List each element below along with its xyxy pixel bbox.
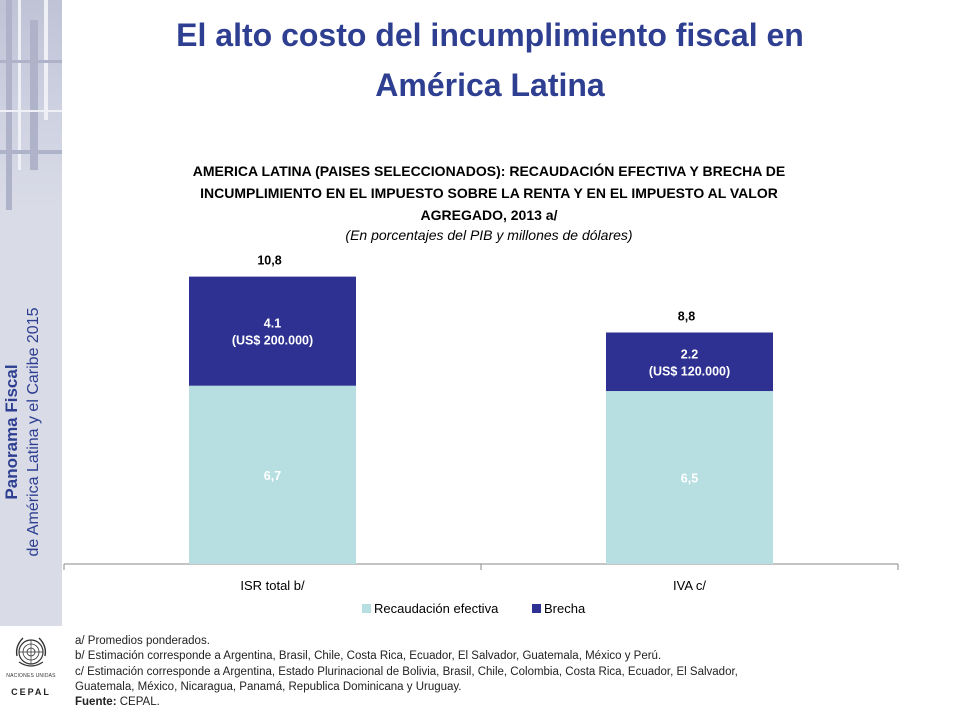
legend-label-brecha: Brecha	[544, 601, 586, 616]
page-title-line-1: El alto costo del incumplimiento fiscal …	[176, 17, 804, 53]
footnote-b: b/ Estimación corresponde a Argentina, B…	[75, 650, 662, 663]
footnote-c-line-2: Guatemala, México, Nicaragua, Panamá, Re…	[75, 680, 462, 693]
bar-recaudacion-2	[606, 391, 773, 564]
data-label-brecha-1: (US$ 200.000)	[232, 334, 313, 348]
source-value: CEPAL.	[119, 696, 160, 709]
total-label-2: 8,8	[678, 309, 695, 323]
x-tick-label-2: IVA c/	[673, 578, 706, 593]
data-label-brecha-1: 4.1	[264, 317, 281, 331]
footnote-a: a/ Promedios ponderados.	[75, 635, 210, 647]
footnote-c-line-1: c/ Estimación corresponde a Argentina, E…	[75, 665, 738, 678]
legend-label-recaudacion: Recaudación efectiva	[374, 601, 499, 616]
data-label-recaudacion-1: 6,7	[264, 469, 281, 483]
cepal-logo-text: CEPAL	[11, 687, 51, 697]
sidebar-panel: Panorama Fiscal de América Latina y el C…	[0, 0, 62, 720]
total-label-1: 10,8	[257, 254, 281, 268]
legend-swatch-brecha	[532, 604, 541, 613]
page-title-line-2: América Latina	[375, 67, 605, 103]
chart-subtitle: (En porcentajes del PIB y millones de dó…	[345, 227, 633, 243]
chart-title: AMERICA LATINA (PAISES SELECCIONADOS): R…	[78, 160, 900, 226]
chart-title-line-2: INCUMPLIMIENTO EN EL IMPUESTO SOBRE LA R…	[200, 185, 778, 201]
logo-caption: NACIONES UNIDAS	[6, 673, 56, 679]
data-label-recaudacion-2: 6,5	[681, 472, 698, 486]
chart-title-line-3: AGREGADO, 2013 a/	[420, 207, 558, 223]
bar-recaudacion-1	[189, 385, 356, 564]
chart-title-line-1: AMERICA LATINA (PAISES SELECCIONADOS): R…	[192, 163, 786, 179]
bar-brecha-1	[189, 276, 356, 386]
sidebar-header-texture	[0, 0, 62, 210]
page-title: El alto costo del incumplimiento fiscal …	[100, 10, 880, 110]
data-label-brecha-2: 2.2	[681, 347, 698, 361]
footnotes: a/ Promedios ponderados. b/ Estimación c…	[75, 634, 895, 710]
logo-area: NACIONES UNIDAS CEPAL	[0, 626, 62, 720]
legend-swatch-recaudacion	[362, 604, 371, 613]
x-tick-label-1: ISR total b/	[240, 578, 305, 593]
bar-brecha-2	[606, 332, 773, 392]
source-label: Fuente:	[75, 696, 117, 709]
footnote-source: Fuente: CEPAL.	[75, 695, 895, 710]
un-emblem-icon	[15, 637, 47, 667]
data-label-brecha-2: (US$ 120.000)	[649, 364, 730, 378]
